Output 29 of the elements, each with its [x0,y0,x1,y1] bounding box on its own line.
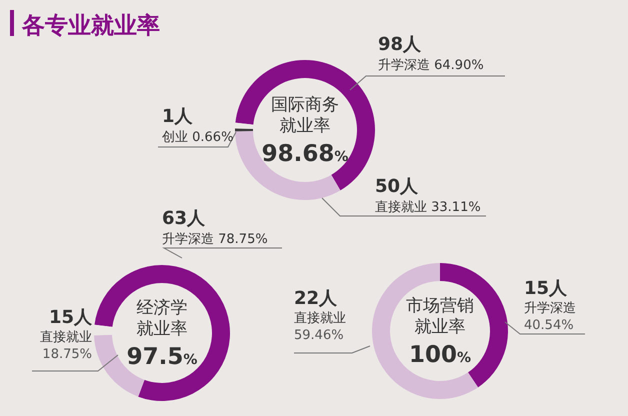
text: 15人 [48,307,93,328]
text: 97.5% [126,344,198,370]
text: 22人 [294,288,338,309]
data-label: 40.54% [524,318,574,333]
text: 100% [408,342,472,368]
text: 各专业就业率 [21,12,160,39]
slice-label: 直接就业 33.11% [375,200,481,215]
data-label: 18.75% [42,347,92,362]
text: 15人 [524,278,568,299]
text: 50人 [375,176,420,197]
text: 市场营销就业率 [406,296,474,337]
slice-label: 直接就业 [40,330,92,345]
donut-slice [235,60,375,190]
text: 98.68% [262,141,348,167]
slice-label: 升学深造 64.90% [378,58,484,73]
slice-label: 创业 0.66% [162,130,234,145]
text: 国际商务就业率 [271,95,339,136]
slice-label: 升学深造 78.75% [162,232,268,247]
text: 98人 [378,34,422,55]
donut-slice [94,265,230,401]
data-label: 59.46% [294,328,344,343]
text: 1人 [162,106,194,127]
donut-slice [235,128,254,132]
text: 经济学就业率 [136,298,188,339]
donut-slice [235,122,254,129]
donut-slice [372,263,478,399]
slice-label: 升学深造 [524,301,576,316]
slice-label: 直接就业 [294,311,346,326]
text: 63人 [162,208,206,229]
